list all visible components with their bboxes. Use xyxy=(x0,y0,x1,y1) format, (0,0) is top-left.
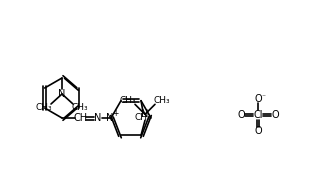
Text: N: N xyxy=(94,113,102,123)
Text: CH₃: CH₃ xyxy=(36,104,52,113)
Text: O: O xyxy=(237,110,245,120)
Text: ⁻: ⁻ xyxy=(261,92,265,102)
Text: N: N xyxy=(141,109,149,119)
Text: N: N xyxy=(58,89,66,99)
Text: CH₃: CH₃ xyxy=(135,113,151,122)
Text: CH₃: CH₃ xyxy=(72,104,88,113)
Text: Cl: Cl xyxy=(253,110,263,120)
Text: CH₃: CH₃ xyxy=(154,96,170,105)
Text: CH₃: CH₃ xyxy=(120,96,136,105)
Text: O: O xyxy=(254,94,262,104)
Text: CH: CH xyxy=(74,113,88,123)
Text: O: O xyxy=(254,126,262,136)
Text: O: O xyxy=(271,110,279,120)
Text: +: + xyxy=(112,108,118,117)
Text: N: N xyxy=(106,113,114,123)
